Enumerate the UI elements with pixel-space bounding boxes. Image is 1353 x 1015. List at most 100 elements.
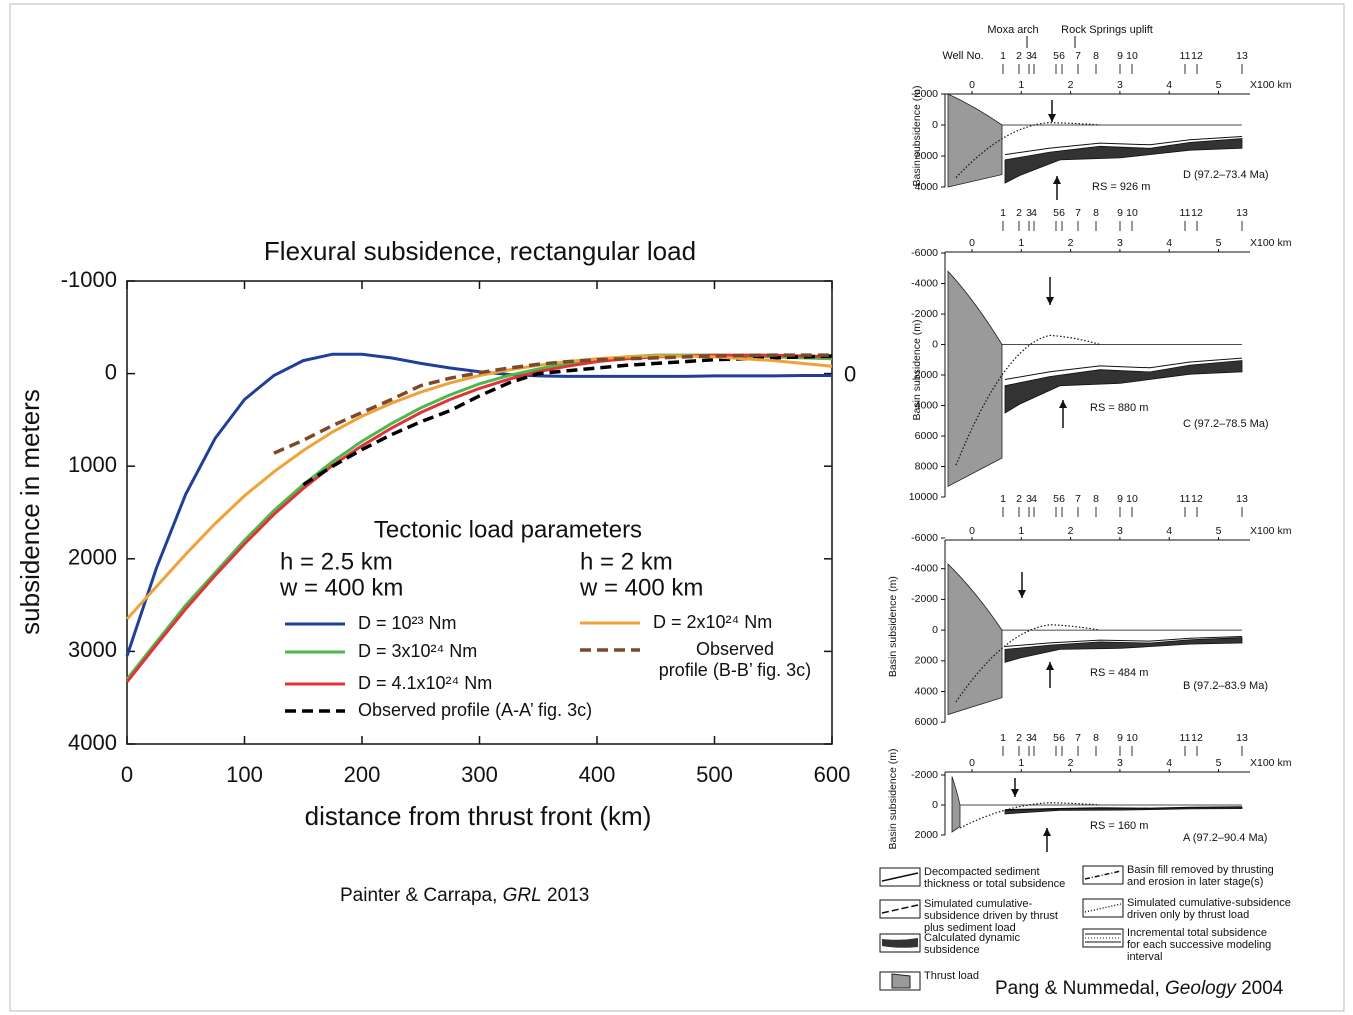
thrust-load <box>952 777 960 833</box>
y-tick-label: 4000 <box>68 730 117 755</box>
y-tick-label: 2000 <box>68 545 117 570</box>
legend-label: Simulated cumulative- subsidence driven … <box>924 898 1058 934</box>
x-tick-label: 2 <box>1068 525 1074 537</box>
well-number: 6 <box>1059 732 1065 744</box>
well-number: 8 <box>1093 493 1099 505</box>
well-number: 13 <box>1236 493 1248 505</box>
caption: Painter & Carrapa, GRL 2013 <box>340 885 589 907</box>
arrow-head <box>1046 297 1054 305</box>
well-number: 2 <box>1016 732 1022 744</box>
y-tick-label: -4000 <box>911 277 938 289</box>
well-number: 1 <box>1000 50 1006 62</box>
well-number: 4 <box>1031 493 1037 505</box>
well-number: 4 <box>1031 207 1037 219</box>
legend-glyph <box>1085 871 1121 879</box>
legend-label: Calculated dynamic subsidence <box>924 932 1020 956</box>
legend-label: Basin fill removed by thrusting and eros… <box>1127 864 1274 888</box>
legend-label: D = 3x10²⁴ Nm <box>358 641 477 661</box>
x-tick-label: 3 <box>1117 525 1123 537</box>
well-number: 6 <box>1059 493 1065 505</box>
legend-label: Observed profile (B-B’ fig. 3c) <box>640 639 830 681</box>
x-tick-label: 3 <box>1117 757 1123 769</box>
y-tick-label: 0 <box>932 799 938 811</box>
legend-label: Simulated cumulative-subsidence driven o… <box>1127 897 1291 921</box>
well-number: 12 <box>1191 207 1203 219</box>
y-tick-label: 2000 <box>915 655 939 667</box>
well-number: 7 <box>1075 50 1081 62</box>
well-number: 11 <box>1180 207 1191 219</box>
y-axis-label: Basin subsidence (m) <box>887 749 899 850</box>
y-tick-label: 0 <box>105 359 117 384</box>
y-tick-label: -6000 <box>911 247 938 259</box>
slide: Flexural subsidence, rectangular load di… <box>0 0 1353 1015</box>
x-tick-label: 0 <box>969 525 975 537</box>
thrust-load <box>948 94 1002 187</box>
arrow-head <box>1018 590 1026 598</box>
y-tick-label: -2000 <box>911 593 938 605</box>
y-tick-label: 6000 <box>915 716 939 728</box>
panel-label: A (97.2–90.4 Ma) <box>1183 832 1267 844</box>
y-tick-label: 3000 <box>68 637 117 662</box>
y-axis-label: Basin subsidence (m) <box>911 320 923 421</box>
arrow-head <box>1048 114 1056 122</box>
legend-label: Incremental total subsidence for each su… <box>1127 927 1271 963</box>
x-tick-label: 300 <box>461 762 498 787</box>
caption-authors: Pang & Nummedal, <box>995 978 1160 999</box>
x-tick-label: 2 <box>1068 237 1074 249</box>
legend-label: D = 2x10²⁴ Nm <box>653 612 772 632</box>
caption-journal: Geology <box>1165 978 1236 999</box>
x-tick-label: 4 <box>1166 525 1172 537</box>
x-tick-label: 4 <box>1166 237 1172 249</box>
panel-label: D (97.2–73.4 Ma) <box>1183 169 1269 181</box>
y-axis-label: subsidence in meters <box>15 389 45 635</box>
x-tick-label: 2 <box>1068 79 1074 91</box>
arrow-head <box>1059 400 1067 408</box>
arrow-head <box>1011 789 1019 797</box>
well-number: 9 <box>1117 50 1123 62</box>
x-unit: X100 km <box>1250 79 1292 91</box>
panel-label: C (97.2–78.5 Ma) <box>1183 418 1269 430</box>
y2-tick-label: 0 <box>844 361 856 386</box>
y-axis-label: Basin subsidence (m) <box>887 576 899 677</box>
legend-glyph <box>882 905 918 913</box>
legend-label: Observed profile (A-A’ fig. 3c) <box>358 700 592 720</box>
y-tick-label: -1000 <box>61 267 117 292</box>
thrust-load <box>948 564 1002 714</box>
well-number: 7 <box>1075 207 1081 219</box>
well-number: 9 <box>1117 207 1123 219</box>
x-tick-label: 2 <box>1068 757 1074 769</box>
x-tick-label: 600 <box>814 762 851 787</box>
rs-label: RS = 926 m <box>1092 181 1150 193</box>
chart: Flexural subsidence, rectangular load di… <box>0 0 1353 1015</box>
x-axis-label: distance from thrust front (km) <box>305 801 652 831</box>
rs-label: RS = 880 m <box>1090 402 1148 414</box>
well-number: 8 <box>1093 732 1099 744</box>
x-tick-label: 1 <box>1018 757 1024 769</box>
y-tick-label: 0 <box>932 119 938 131</box>
caption-journal: GRL <box>503 885 542 906</box>
well-number: 6 <box>1059 207 1065 219</box>
chart-title: Flexural subsidence, rectangular load <box>264 236 696 266</box>
x-tick-label: 5 <box>1216 525 1222 537</box>
x-tick-label: 0 <box>969 79 975 91</box>
y-axis-label: Basin subsidence (m) <box>911 86 923 187</box>
y-tick-label: 8000 <box>915 460 939 472</box>
well-number: 4 <box>1031 50 1037 62</box>
well-number: 11 <box>1180 50 1191 62</box>
well-number: 2 <box>1016 493 1022 505</box>
legend-label: Decompacted sediment thickness or total … <box>924 866 1065 890</box>
well-number: 7 <box>1075 732 1081 744</box>
x-unit: X100 km <box>1250 237 1292 249</box>
legend-label: D = 10²³ Nm <box>358 613 457 633</box>
y-tick-label: -2000 <box>911 769 938 781</box>
x-tick-label: 3 <box>1117 79 1123 91</box>
legend-glyph <box>882 873 918 881</box>
x-tick-label: 0 <box>121 762 133 787</box>
thrust-load <box>948 271 1002 486</box>
well-number: 10 <box>1126 493 1138 505</box>
legend-glyph <box>882 938 918 948</box>
load-w: w = 400 km <box>279 574 403 601</box>
y-tick-label: 0 <box>932 338 938 350</box>
legend-glyph <box>892 974 910 988</box>
arrow-head <box>1043 828 1051 836</box>
